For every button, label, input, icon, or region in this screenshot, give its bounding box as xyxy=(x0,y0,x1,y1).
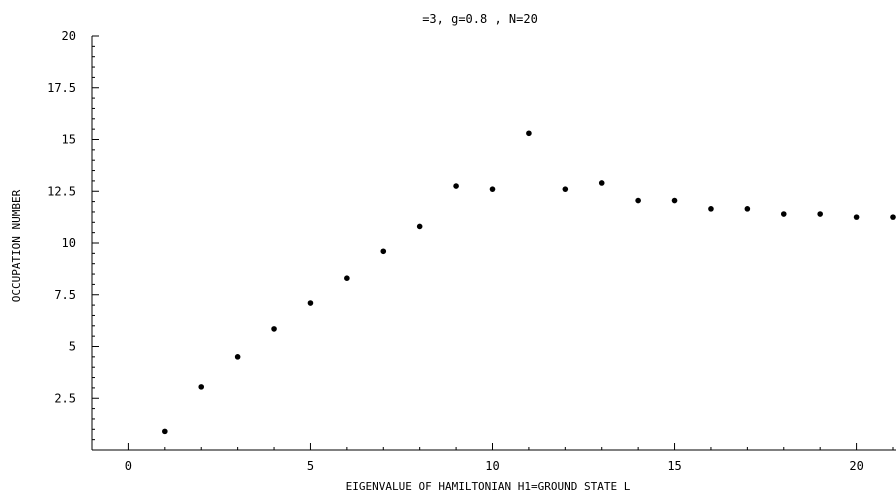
data-point xyxy=(198,384,205,390)
y-axis-title: OCCUPATION NUMBER xyxy=(10,189,23,302)
x-tick-label: 15 xyxy=(667,459,681,473)
data-point xyxy=(307,300,314,306)
data-point xyxy=(635,197,641,204)
x-tick-label: 0 xyxy=(125,459,132,473)
y-tick-label: 15 xyxy=(62,133,76,147)
y-tick-label: 12.5 xyxy=(47,184,76,198)
y-tick-label: 2.5 xyxy=(54,391,76,405)
data-point xyxy=(708,206,714,212)
y-tick-label: 20 xyxy=(62,29,76,43)
x-tick-label: 5 xyxy=(307,459,314,473)
x-axis-title: EIGENVALUE OF HAMILTONIAN H1=GROUND STAT… xyxy=(346,480,631,493)
chart-title: =3, g=0.8 , N=20 xyxy=(422,12,538,26)
data-point xyxy=(380,248,387,255)
data-point xyxy=(890,214,896,220)
data-point xyxy=(271,326,277,332)
ticks: 2.5 5 7.5 10 12.5 15 17.5 20 0 5 10 15 20 xyxy=(47,29,894,473)
x-tick-label: 20 xyxy=(849,459,863,473)
data-point xyxy=(780,211,787,217)
data-point xyxy=(671,197,678,204)
y-tick-label: 5 xyxy=(69,340,76,354)
data-point xyxy=(234,354,241,360)
data-point xyxy=(453,183,459,189)
data-point xyxy=(562,186,569,192)
data-point xyxy=(416,223,423,230)
data-points xyxy=(162,130,896,435)
data-point xyxy=(526,130,532,137)
data-point xyxy=(744,206,751,212)
data-point xyxy=(853,214,860,220)
data-point xyxy=(344,275,350,281)
data-point xyxy=(162,428,168,435)
axes xyxy=(91,36,896,451)
data-point xyxy=(489,186,496,192)
y-tick-label: 17.5 xyxy=(47,81,76,95)
x-tick-label: 10 xyxy=(485,459,499,473)
data-point xyxy=(817,211,823,217)
data-point xyxy=(598,180,605,186)
y-tick-label: 10 xyxy=(62,236,76,250)
y-tick-label: 7.5 xyxy=(54,288,76,302)
